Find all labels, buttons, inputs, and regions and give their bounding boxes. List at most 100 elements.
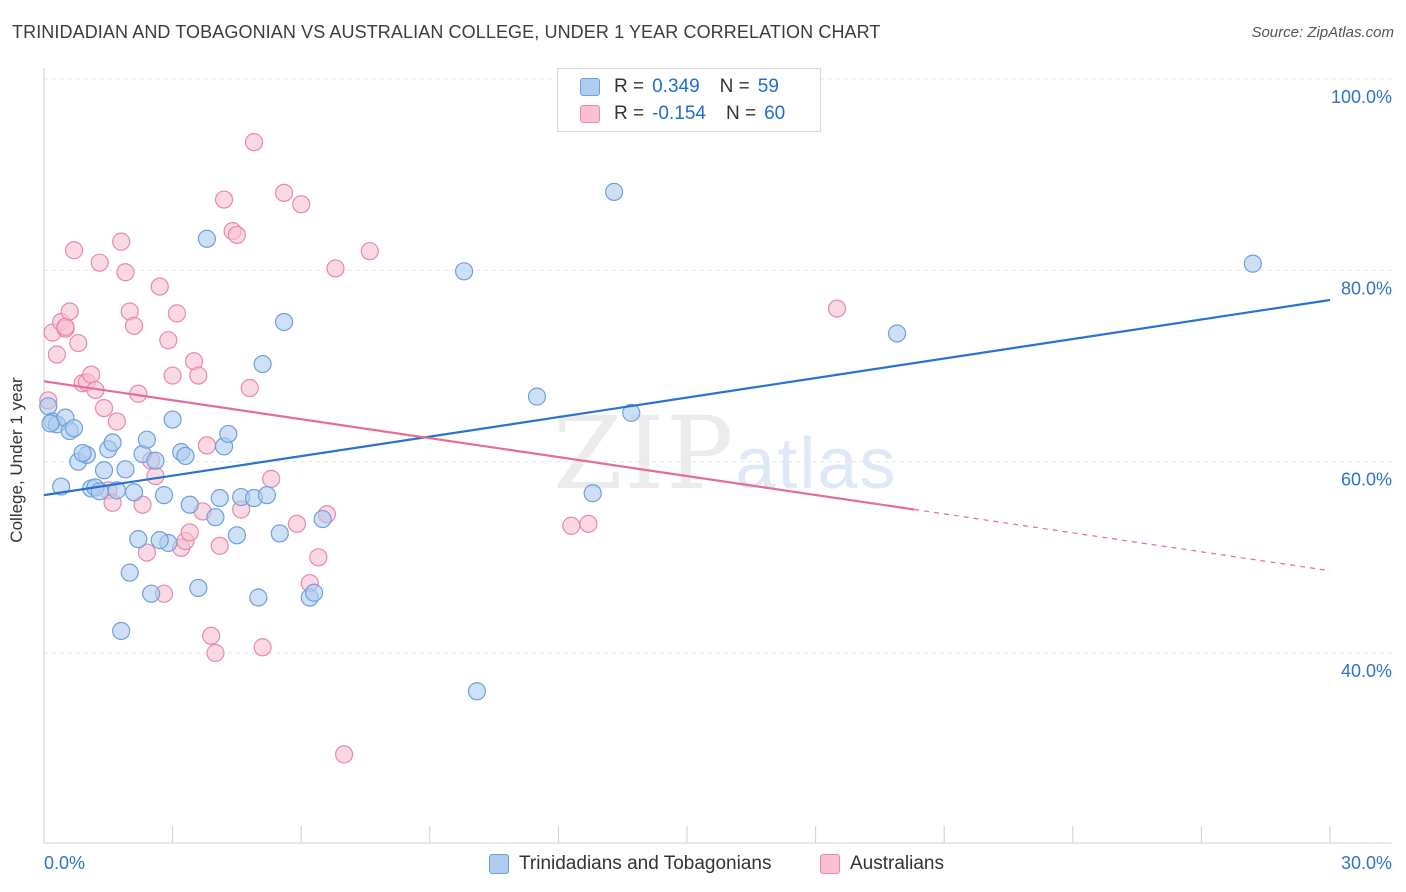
point-australian: [240, 378, 259, 398]
trendline-trinidadian: [43, 298, 1331, 497]
point-trinidadian: [313, 509, 332, 529]
y-tick-label: 80.0%: [1341, 278, 1392, 298]
point-trinidadian: [210, 488, 229, 508]
point-trinidadian: [1243, 254, 1262, 273]
point-australian: [579, 514, 598, 533]
point-trinidadian: [219, 424, 238, 444]
bottom-legend-swatch-blue: [489, 854, 509, 874]
point-australian: [112, 232, 131, 251]
point-trinidadian: [197, 229, 216, 248]
legend-swatch-pink: [580, 105, 600, 123]
legend-n-label: N =: [725, 103, 757, 124]
point-australian: [133, 495, 152, 514]
point-trinidadian: [94, 461, 114, 480]
point-australian: [244, 133, 264, 152]
point-australian: [262, 469, 281, 488]
bottom-legend-series1: Trinidadians and Tobagonians: [489, 852, 771, 876]
point-trinidadian: [163, 410, 182, 429]
y-axis-label: College, Under 1 year: [7, 377, 26, 543]
point-australian: [107, 412, 126, 431]
point-trinidadian: [41, 414, 60, 433]
point-trinidadian: [622, 403, 641, 422]
point-australian: [47, 345, 66, 364]
point-australian: [227, 225, 246, 245]
bottom-legend-swatch-pink: [820, 854, 840, 874]
point-australian: [334, 745, 354, 764]
bottom-legend-label-series2: Australians: [850, 853, 944, 874]
point-australian: [180, 523, 199, 542]
point-australian: [287, 514, 307, 533]
point-trinidadian: [73, 443, 92, 463]
point-australian: [90, 253, 109, 272]
point-australian: [202, 626, 221, 645]
point-trinidadian: [527, 387, 547, 406]
point-trinidadian: [124, 483, 144, 502]
point-trinidadian: [154, 486, 174, 505]
point-trinidadian: [227, 526, 246, 545]
point-australian: [210, 536, 229, 555]
point-trinidadian: [180, 495, 199, 514]
point-australian: [360, 242, 379, 261]
trendline-australian-extrapolated: [914, 508, 1331, 572]
legend-row-blue: R = 0.349 N = 59: [580, 75, 779, 99]
point-australian: [827, 299, 847, 318]
source-credit: Source: ZipAtlas.com: [1251, 24, 1394, 41]
point-trinidadian: [605, 182, 624, 201]
bottom-legend-label-series1: Trinidadians and Tobagonians: [519, 853, 772, 874]
y-tick-label: 100.0%: [1331, 87, 1392, 107]
point-australian: [150, 277, 169, 296]
point-australian: [214, 190, 234, 209]
point-trinidadian: [206, 508, 225, 527]
point-trinidadian: [137, 430, 156, 449]
point-australian: [159, 331, 178, 350]
x-tick-label: 30.0%: [1341, 853, 1392, 873]
point-australian: [94, 398, 114, 418]
point-australian: [56, 317, 75, 336]
legend-n-value: 60: [764, 103, 786, 124]
correlation-legend: R = 0.349 N = 59 R = -0.154 N = 60: [557, 68, 821, 132]
point-australian: [137, 543, 156, 562]
point-trinidadian: [120, 563, 139, 582]
point-trinidadian: [52, 477, 71, 496]
point-australian: [116, 263, 135, 282]
point-trinidadian: [64, 419, 84, 438]
point-australian: [292, 195, 311, 214]
point-australian: [146, 466, 165, 486]
point-australian: [60, 302, 79, 321]
point-australian: [562, 516, 581, 535]
y-tick-label: 60.0%: [1341, 470, 1392, 490]
point-trinidadian: [253, 354, 272, 374]
point-trinidadian: [257, 486, 277, 505]
point-trinidadian: [467, 682, 487, 701]
legend-row-pink: R = -0.154 N = 60: [580, 102, 785, 126]
point-trinidadian: [112, 621, 131, 641]
point-australian: [206, 643, 225, 663]
chart-title: TRINIDADIAN AND TOBAGONIAN VS AUSTRALIAN…: [12, 22, 881, 42]
point-trinidadian: [249, 588, 268, 607]
point-trinidadian: [39, 397, 58, 416]
point-australian: [69, 333, 88, 353]
point-australian: [274, 183, 294, 202]
point-trinidadian: [887, 324, 907, 343]
y-tick-label: 40.0%: [1341, 661, 1392, 681]
point-australian: [197, 436, 216, 455]
point-trinidadian: [270, 524, 289, 543]
point-trinidadian: [176, 446, 195, 466]
point-trinidadian: [129, 530, 148, 549]
legend-swatch-blue: [580, 78, 600, 96]
point-trinidadian: [189, 578, 208, 598]
legend-n-label: N =: [719, 76, 750, 97]
point-australian: [253, 638, 272, 657]
point-australian: [167, 304, 186, 323]
point-australian: [326, 259, 345, 278]
point-trinidadian: [304, 583, 324, 602]
point-australian: [163, 366, 182, 385]
point-australian: [189, 366, 208, 385]
point-trinidadian: [103, 433, 122, 452]
point-trinidadian: [116, 460, 135, 479]
legend-r-value: -0.154: [652, 103, 706, 124]
point-trinidadian: [146, 451, 165, 470]
x-tick-label: 0.0%: [44, 853, 85, 873]
bottom-legend-series2: Australians: [820, 852, 944, 876]
point-trinidadian: [274, 312, 294, 332]
